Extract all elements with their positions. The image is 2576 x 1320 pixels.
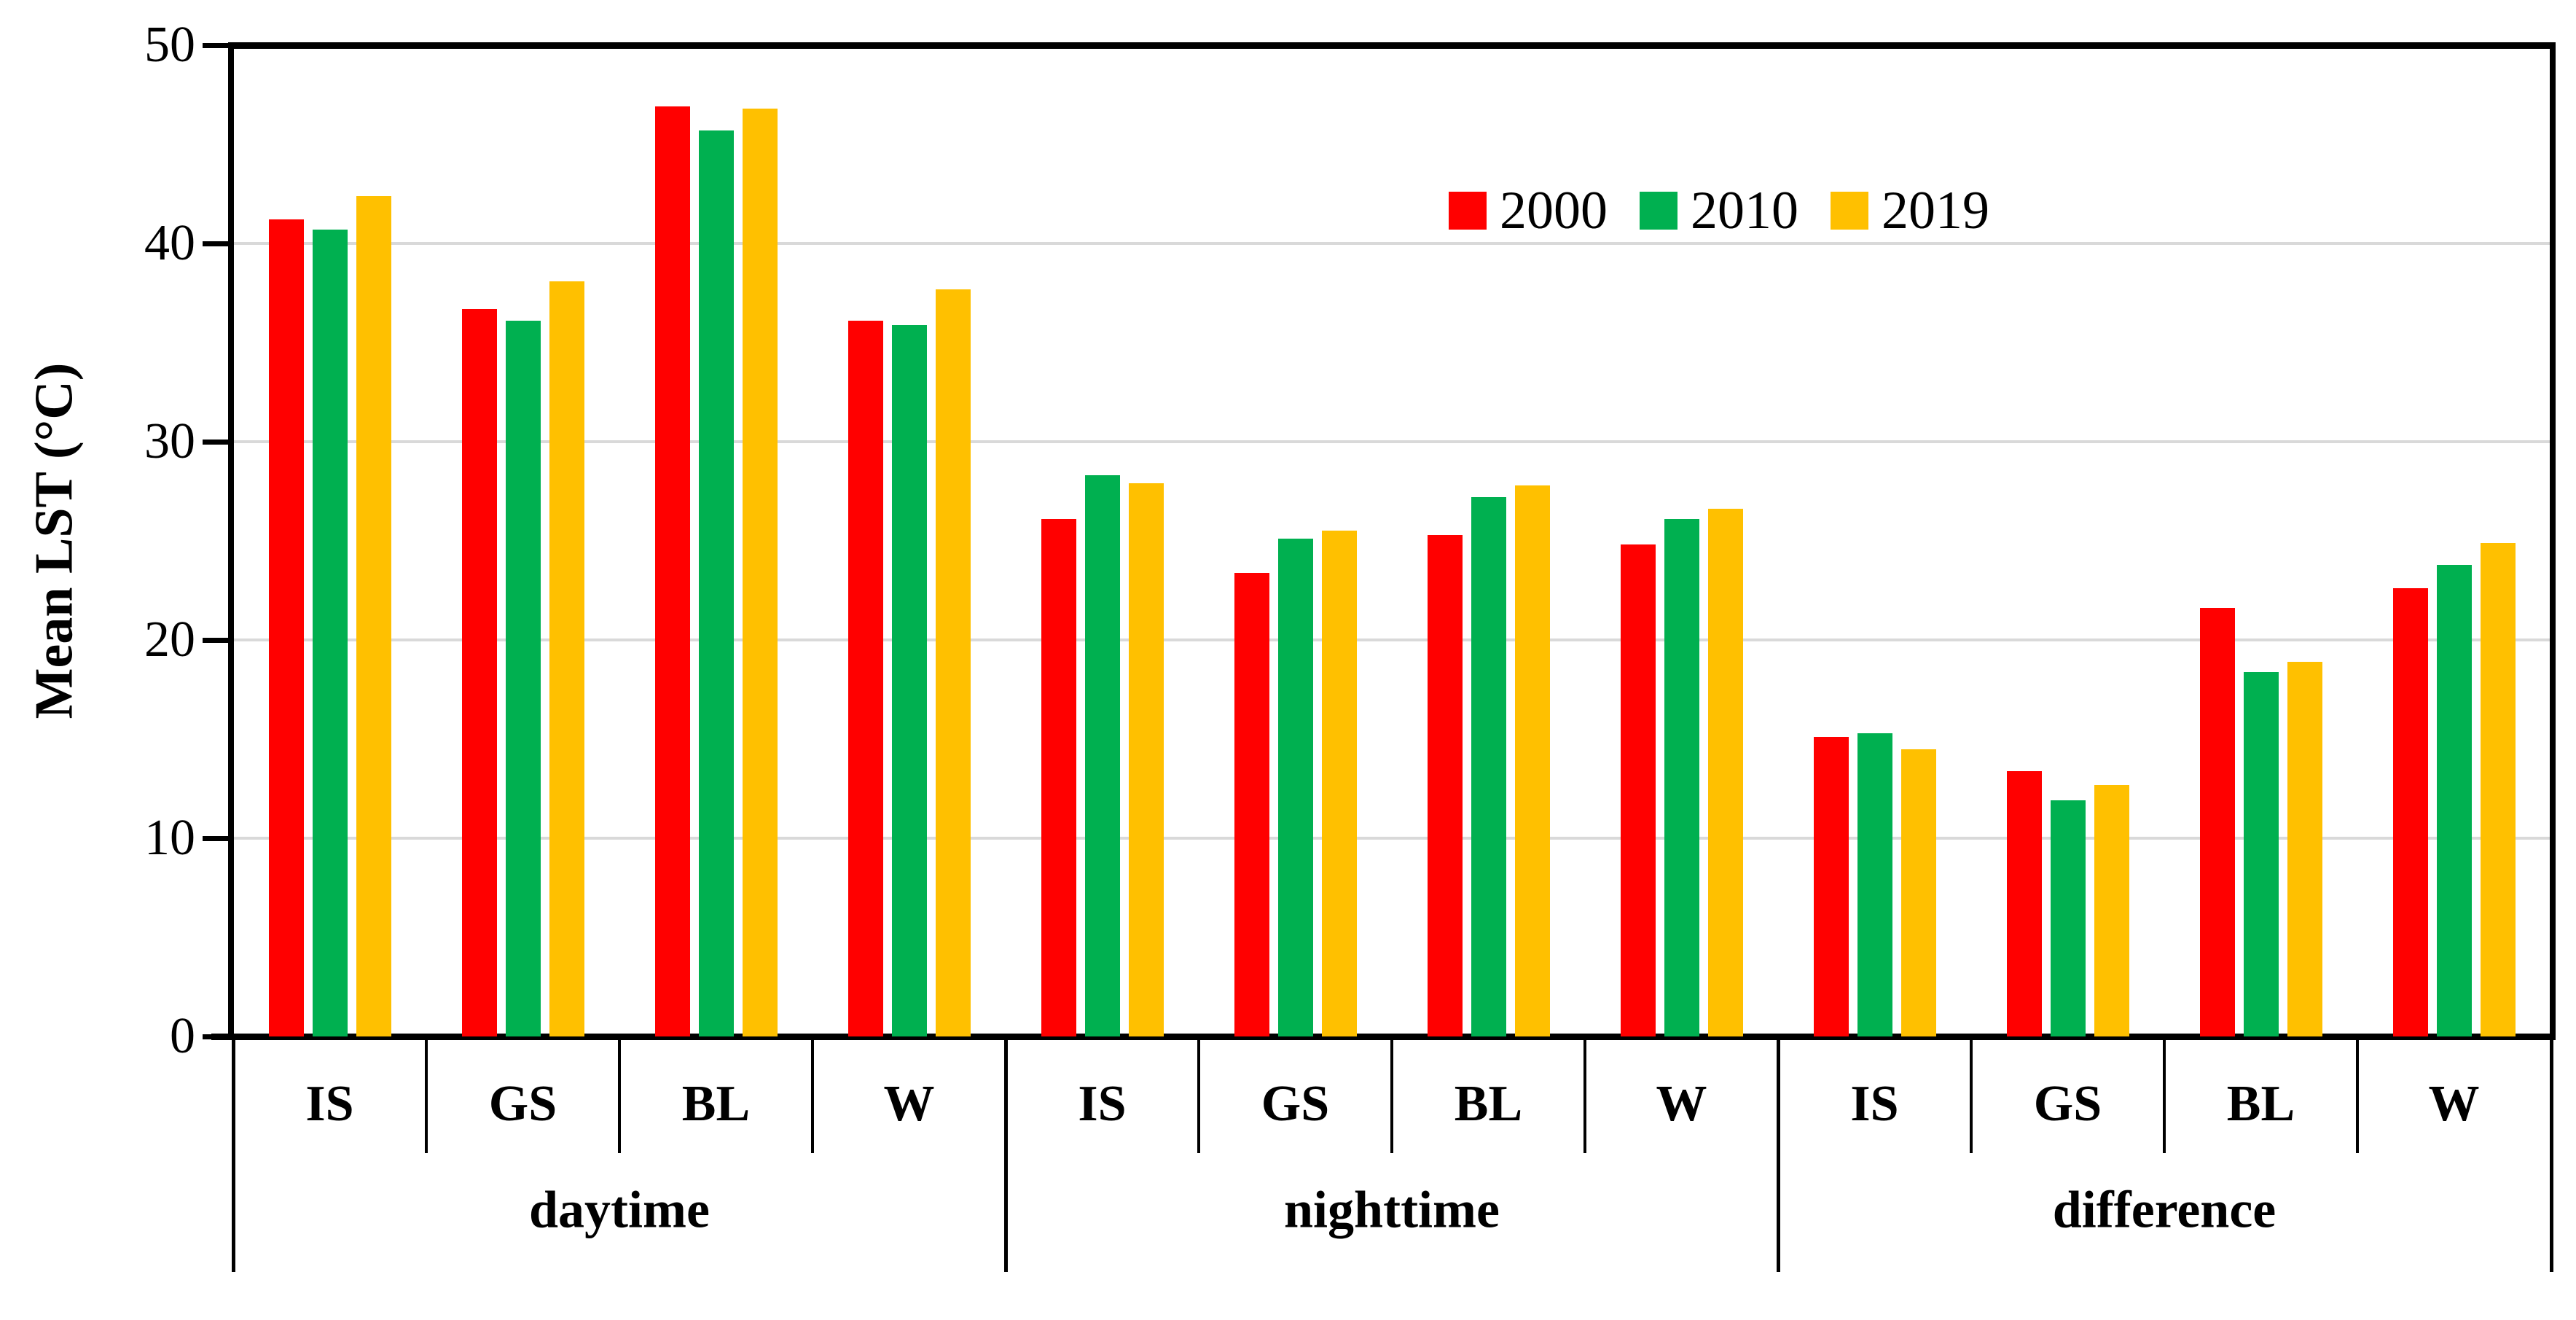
bar-daytime-IS-2019 [356, 195, 391, 1036]
plot-top-border [228, 42, 2556, 49]
group-separator [2550, 1036, 2553, 1272]
legend-label-2019: 2019 [1882, 181, 1989, 241]
category-label-nighttime-GS: GS [1261, 1076, 1330, 1132]
gridline-40 [233, 242, 2550, 245]
y-tick-label-20: 20 [144, 612, 195, 668]
category-label-nighttime-IS: IS [1078, 1076, 1127, 1132]
bar-nighttime-IS-2019 [1128, 483, 1164, 1036]
bar-daytime-W-2010 [891, 324, 927, 1036]
bar-nighttime-IS-2000 [1041, 519, 1076, 1036]
y-tick-mark-20 [203, 638, 229, 643]
bar-nighttime-BL-2019 [1514, 485, 1550, 1036]
y-axis-line [228, 42, 234, 1036]
legend-swatch-2019 [1831, 192, 1868, 230]
category-label-difference-GS: GS [2033, 1076, 2102, 1132]
bar-daytime-BL-2019 [742, 109, 778, 1036]
category-separator [1197, 1036, 1200, 1153]
y-tick-label-30: 30 [144, 413, 195, 469]
bar-nighttime-GS-2010 [1277, 539, 1313, 1036]
category-separator [1390, 1036, 1393, 1153]
bar-difference-GS-2019 [2094, 784, 2129, 1036]
y-tick-mark-50 [203, 43, 229, 48]
category-label-nighttime-BL: BL [1454, 1076, 1523, 1132]
bar-daytime-IS-2000 [268, 219, 304, 1036]
bar-difference-BL-2010 [2243, 671, 2279, 1036]
bar-difference-IS-2000 [1813, 737, 1849, 1036]
bar-daytime-W-2019 [935, 289, 971, 1036]
gridline-10 [233, 837, 2550, 840]
y-tick-label-40: 40 [144, 215, 195, 271]
legend: 2000 2010 2019 [1449, 184, 1989, 238]
bar-daytime-BL-2000 [654, 106, 690, 1036]
y-tick-label-50: 50 [144, 17, 195, 73]
gridline-20 [233, 638, 2550, 641]
category-separator [425, 1036, 428, 1153]
bar-difference-BL-2000 [2199, 608, 2235, 1036]
category-label-daytime-BL: BL [681, 1076, 751, 1132]
group-separator [1004, 1036, 1008, 1272]
category-separator [1970, 1036, 1973, 1153]
bar-nighttime-GS-2000 [1234, 572, 1269, 1036]
legend-item-2010: 2010 [1640, 184, 1798, 238]
y-tick-mark-30 [203, 440, 229, 445]
gridline-30 [233, 440, 2550, 443]
bar-difference-GS-2000 [2006, 770, 2042, 1036]
legend-item-2000: 2000 [1449, 184, 1608, 238]
y-tick-label-10: 10 [144, 810, 195, 866]
y-tick-mark-0 [203, 1034, 229, 1039]
category-label-daytime-GS: GS [488, 1076, 557, 1132]
group-separator [232, 1036, 235, 1272]
category-label-difference-BL: BL [2226, 1076, 2295, 1132]
plot-right-border [2550, 42, 2556, 1036]
bar-difference-GS-2010 [2050, 800, 2086, 1036]
legend-label-2000: 2000 [1500, 181, 1608, 241]
legend-swatch-2010 [1640, 192, 1677, 230]
category-label-daytime-W: W [883, 1076, 935, 1132]
group-label-difference: difference [2052, 1180, 2276, 1239]
category-separator [2163, 1036, 2166, 1153]
bar-nighttime-W-2010 [1664, 519, 1699, 1036]
category-label-daytime-IS: IS [305, 1076, 354, 1132]
bar-nighttime-W-2019 [1707, 509, 1743, 1036]
category-separator [1583, 1036, 1586, 1153]
group-separator [1777, 1036, 1780, 1272]
bar-nighttime-IS-2010 [1084, 475, 1120, 1036]
y-tick-mark-10 [203, 836, 229, 841]
bar-nighttime-BL-2010 [1471, 497, 1506, 1036]
x-axis-line [211, 1034, 2556, 1040]
bar-nighttime-BL-2000 [1427, 534, 1463, 1036]
category-label-difference-W: W [2428, 1076, 2480, 1132]
group-label-daytime: daytime [529, 1180, 710, 1239]
category-label-difference-IS: IS [1850, 1076, 1899, 1132]
bar-daytime-W-2000 [847, 321, 883, 1036]
bar-daytime-GS-2010 [505, 321, 541, 1036]
bar-daytime-GS-2019 [549, 281, 584, 1036]
bar-difference-W-2019 [2480, 542, 2516, 1036]
bar-difference-BL-2019 [2287, 661, 2322, 1036]
bar-difference-W-2010 [2436, 564, 2472, 1036]
bar-nighttime-W-2000 [1620, 544, 1656, 1036]
y-tick-mark-40 [203, 241, 229, 246]
category-separator [811, 1036, 814, 1153]
category-label-nighttime-W: W [1656, 1076, 1707, 1132]
group-label-nighttime: nighttime [1284, 1180, 1500, 1239]
bar-daytime-GS-2000 [461, 308, 497, 1036]
legend-swatch-2000 [1449, 192, 1487, 230]
category-separator [618, 1036, 621, 1153]
y-tick-label-0: 0 [170, 1008, 195, 1064]
legend-label-2010: 2010 [1691, 181, 1798, 241]
category-separator [2356, 1036, 2359, 1153]
bar-nighttime-GS-2019 [1321, 531, 1357, 1036]
legend-item-2019: 2019 [1831, 184, 1989, 238]
bar-difference-IS-2010 [1857, 733, 1892, 1036]
bar-daytime-BL-2010 [698, 130, 734, 1036]
bar-daytime-IS-2010 [312, 229, 348, 1036]
bar-difference-IS-2019 [1900, 749, 1936, 1036]
bar-difference-W-2000 [2392, 588, 2428, 1036]
